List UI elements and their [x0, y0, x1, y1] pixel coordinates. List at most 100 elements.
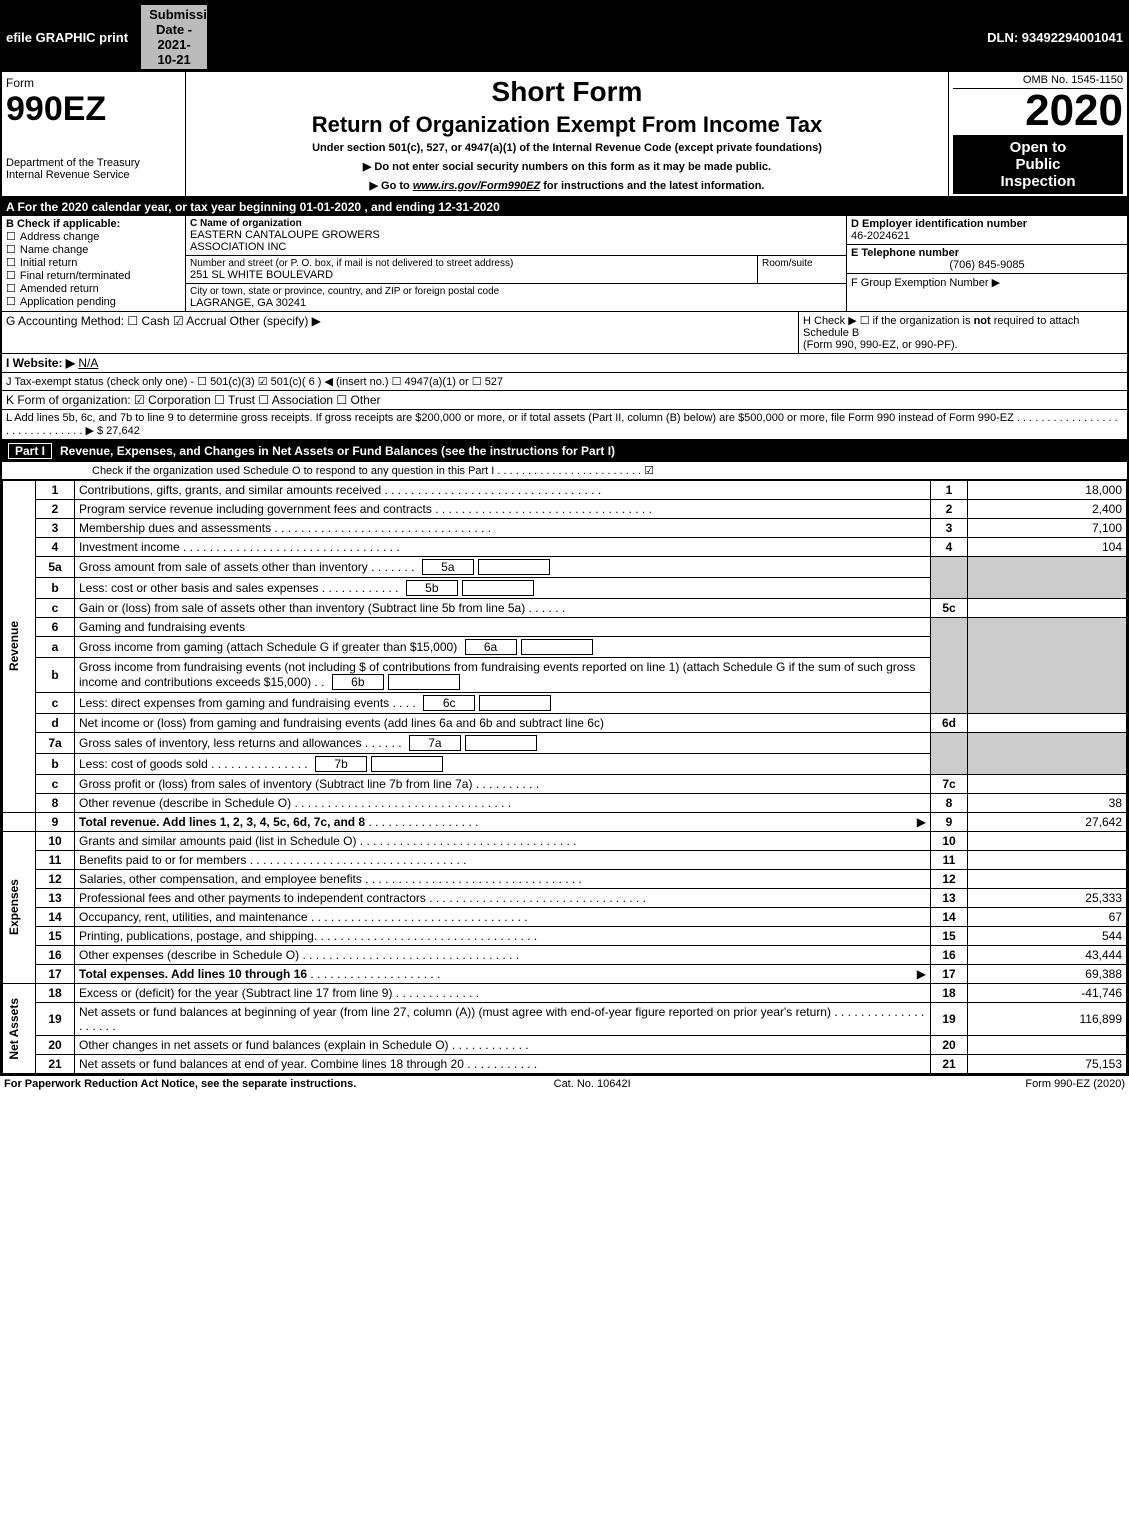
- chk-initial-return[interactable]: Initial return: [6, 256, 181, 269]
- l7c-v: [968, 775, 1127, 794]
- l14-n: 14: [36, 908, 75, 927]
- l6a-n: a: [36, 637, 75, 658]
- l19-v: 116,899: [968, 1003, 1127, 1036]
- open-inspection-box: Open to Public Inspection: [953, 135, 1123, 194]
- l10-d: Grants and similar amounts paid (list in…: [75, 832, 931, 851]
- box-b-title: B Check if applicable:: [6, 218, 181, 230]
- l21-r: 21: [931, 1055, 968, 1074]
- under-section: Under section 501(c), 527, or 4947(a)(1)…: [190, 142, 944, 154]
- l10-n: 10: [36, 832, 75, 851]
- l6b-n: b: [36, 658, 75, 693]
- l1-r: 1: [931, 481, 968, 500]
- l5c-v: [968, 599, 1127, 618]
- chk-address-change[interactable]: Address change: [6, 230, 181, 243]
- l6a-sub: 6a: [465, 639, 517, 655]
- chk-final-return[interactable]: Final return/terminated: [6, 269, 181, 282]
- form-word: Form: [6, 76, 181, 90]
- l13-v: 25,333: [968, 889, 1127, 908]
- sidetab-revenue: Revenue: [7, 621, 31, 671]
- l8-d: Other revenue (describe in Schedule O): [75, 794, 931, 813]
- l10-v: [968, 832, 1127, 851]
- l12-v: [968, 870, 1127, 889]
- page-footer: For Paperwork Reduction Act Notice, see …: [0, 1076, 1129, 1092]
- l17-d: Total expenses. Add lines 10 through 16 …: [75, 965, 931, 984]
- dept-irs: Internal Revenue Service: [6, 169, 181, 181]
- box-d-label: D Employer identification number: [851, 218, 1123, 230]
- short-form-title: Short Form: [190, 76, 944, 108]
- boxes-row: B Check if applicable: Address change Na…: [2, 216, 1127, 312]
- chk-name-change[interactable]: Name change: [6, 243, 181, 256]
- part1-check-mark[interactable]: ☑: [644, 465, 654, 477]
- row-h-not: not: [974, 315, 991, 327]
- l13-r: 13: [931, 889, 968, 908]
- l7b-d: Less: cost of goods sold . . . . . . . .…: [75, 754, 931, 775]
- l8-v: 38: [968, 794, 1127, 813]
- room-suite-label: Room/suite: [757, 256, 846, 283]
- l6c-d: Less: direct expenses from gaming and fu…: [75, 693, 931, 714]
- l2-r: 2: [931, 500, 968, 519]
- l4-n: 4: [36, 538, 75, 557]
- ein: 46-2024621: [851, 230, 1123, 242]
- l21-n: 21: [36, 1055, 75, 1074]
- l3-n: 3: [36, 519, 75, 538]
- l19-d: Net assets or fund balances at beginning…: [75, 1003, 931, 1036]
- l15-d: Printing, publications, postage, and shi…: [75, 927, 931, 946]
- l5c-r: 5c: [931, 599, 968, 618]
- l9-n: 9: [36, 813, 75, 832]
- l1-n: 1: [36, 481, 75, 500]
- l7c-n: c: [36, 775, 75, 794]
- l10-r: 10: [931, 832, 968, 851]
- l20-r: 20: [931, 1036, 968, 1055]
- website-value: N/A: [78, 356, 98, 370]
- row-g: G Accounting Method: ☐ Cash ☑ Accrual Ot…: [2, 312, 798, 353]
- l7a-d: Gross sales of inventory, less returns a…: [75, 733, 931, 754]
- l5a-d: Gross amount from sale of assets other t…: [75, 557, 931, 578]
- part1-heading: Revenue, Expenses, and Changes in Net As…: [60, 444, 615, 458]
- l16-r: 16: [931, 946, 968, 965]
- chk-application-pending[interactable]: Application pending: [6, 295, 181, 308]
- l8-n: 8: [36, 794, 75, 813]
- open1: Open to: [955, 139, 1121, 156]
- form-container: efile GRAPHIC print Submission Date - 20…: [0, 0, 1129, 1076]
- l7c-r: 7c: [931, 775, 968, 794]
- l18-r: 18: [931, 984, 968, 1003]
- return-title: Return of Organization Exempt From Incom…: [190, 112, 944, 138]
- l17-n: 17: [36, 965, 75, 984]
- l19-n: 19: [36, 1003, 75, 1036]
- row-k: K Form of organization: ☑ Corporation ☐ …: [2, 391, 1127, 410]
- submission-date: Submission Date - 2021-10-21: [140, 4, 208, 70]
- chk-amended-return[interactable]: Amended return: [6, 282, 181, 295]
- l19-r: 19: [931, 1003, 968, 1036]
- l8-r: 8: [931, 794, 968, 813]
- sidetab-netassets: Net Assets: [7, 998, 31, 1060]
- open3: Inspection: [955, 173, 1121, 190]
- footer-left: For Paperwork Reduction Act Notice, see …: [4, 1078, 356, 1090]
- row-l-text: L Add lines 5b, 6c, and 7b to line 9 to …: [6, 412, 1014, 424]
- l5a-sub: 5a: [422, 559, 474, 575]
- l13-n: 13: [36, 889, 75, 908]
- part1-table: Revenue 1 Contributions, gifts, grants, …: [2, 480, 1127, 1074]
- l1-d: Contributions, gifts, grants, and simila…: [75, 481, 931, 500]
- grey-5v: [968, 557, 1127, 599]
- top-bar: efile GRAPHIC print Submission Date - 20…: [2, 2, 1127, 72]
- goto-line: ▶ Go to www.irs.gov/Form990EZ for instru…: [190, 179, 944, 192]
- l14-r: 14: [931, 908, 968, 927]
- l7b-n: b: [36, 754, 75, 775]
- box-de: D Employer identification number 46-2024…: [847, 216, 1127, 311]
- form-number: 990EZ: [6, 90, 181, 129]
- form-header: Form 990EZ Department of the Treasury In…: [2, 72, 1127, 198]
- l3-d: Membership dues and assessments: [75, 519, 931, 538]
- l5b-sub: 5b: [406, 580, 458, 596]
- l11-n: 11: [36, 851, 75, 870]
- sidetab-expenses: Expenses: [7, 879, 31, 935]
- efile-label[interactable]: efile GRAPHIC print: [6, 30, 128, 45]
- l18-d: Excess or (deficit) for the year (Subtra…: [75, 984, 931, 1003]
- irs-link[interactable]: www.irs.gov/Form990EZ: [413, 180, 540, 192]
- row-gh: G Accounting Method: ☐ Cash ☑ Accrual Ot…: [2, 312, 1127, 354]
- l7a-sub: 7a: [409, 735, 461, 751]
- line-a: A For the 2020 calendar year, or tax yea…: [2, 198, 1127, 216]
- l2-d: Program service revenue including govern…: [75, 500, 931, 519]
- box-e-label: E Telephone number: [851, 247, 1123, 259]
- l12-n: 12: [36, 870, 75, 889]
- l16-d: Other expenses (describe in Schedule O): [75, 946, 931, 965]
